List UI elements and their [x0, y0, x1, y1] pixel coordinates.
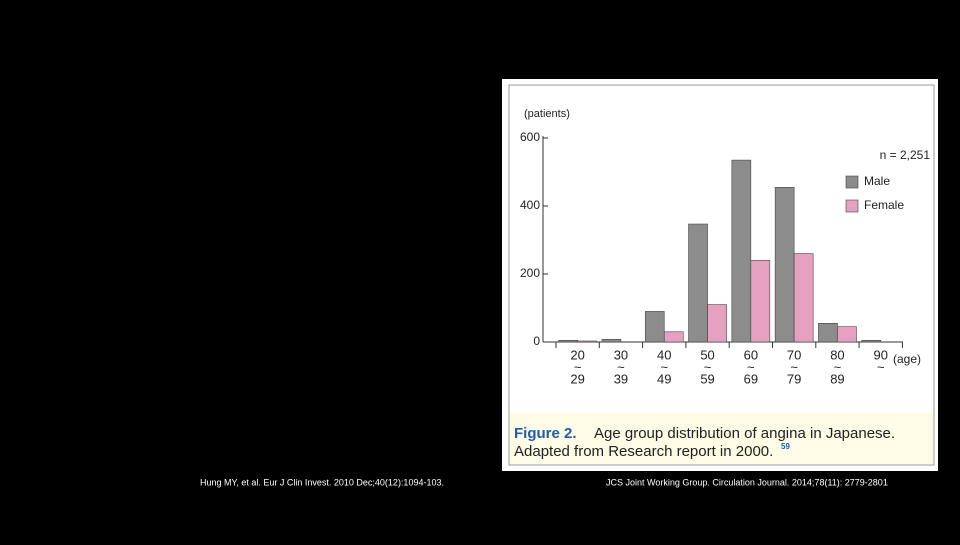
- x-tick-label: ~: [790, 359, 798, 374]
- x-tick-label: 29: [570, 371, 584, 386]
- x-tick-label: 50: [700, 347, 714, 362]
- caption-line: Age group distribution of angina in Japa…: [594, 425, 895, 442]
- x-tick-label: 49: [657, 371, 671, 386]
- bar: [861, 339, 882, 343]
- x-tick-label: 89: [830, 371, 844, 386]
- legend-swatch: [845, 199, 859, 213]
- bar: [577, 340, 597, 343]
- x-tick-label: ~: [704, 359, 712, 374]
- x-tick-label: 20: [570, 347, 584, 362]
- bar: [774, 187, 795, 343]
- bar: [663, 331, 684, 343]
- x-tick-label: ~: [877, 359, 885, 374]
- bar: [601, 338, 622, 343]
- x-tick-label: ~: [660, 359, 668, 374]
- annotation: n = 2,251: [880, 148, 931, 162]
- y-tick-label: 200: [520, 266, 540, 280]
- bar: [793, 253, 814, 343]
- bar: [837, 326, 857, 343]
- bar: [818, 322, 838, 343]
- bar: [644, 311, 665, 343]
- footnote: Hung MY, et al. Eur J Clin Invest. 2010 …: [200, 477, 444, 487]
- bar: [688, 223, 708, 343]
- x-tick-label: 79: [787, 371, 801, 386]
- legend-label: Female: [864, 198, 904, 212]
- y-tick-label: 400: [520, 198, 540, 212]
- footnote: JCS Joint Working Group. Circulation Jou…: [606, 477, 888, 487]
- x-axis-label: (age): [893, 352, 921, 366]
- figure-frame: [508, 84, 935, 466]
- x-tick-label: ~: [574, 359, 582, 374]
- x-tick-label: 30: [614, 347, 628, 362]
- y-axis-label: (patients): [524, 108, 570, 120]
- bar: [731, 159, 752, 343]
- x-tick-label: 70: [787, 347, 801, 362]
- x-tick-label: ~: [617, 359, 625, 374]
- x-tick-label: 59: [700, 371, 714, 386]
- x-tick-label: 90: [874, 347, 888, 362]
- y-tick-label: 600: [520, 130, 540, 144]
- y-tick-label: 0: [533, 334, 540, 348]
- x-tick-label: ~: [834, 359, 842, 374]
- x-tick-label: 69: [744, 371, 758, 386]
- bar: [558, 339, 578, 343]
- caption-line: Adapted from Research report in 2000.: [514, 443, 773, 460]
- caption-panel: [510, 413, 933, 464]
- x-tick-label: 80: [830, 347, 844, 362]
- caption-ref: 59: [781, 442, 790, 451]
- caption-label: Figure 2.: [514, 425, 577, 442]
- x-tick-label: 39: [614, 371, 628, 386]
- legend-label: Male: [864, 174, 890, 188]
- x-tick-label: 40: [657, 347, 671, 362]
- legend-swatch: [845, 175, 859, 189]
- x-tick-label: ~: [747, 359, 755, 374]
- bar: [750, 260, 771, 343]
- bar: [707, 304, 727, 343]
- x-tick-label: 60: [744, 347, 758, 362]
